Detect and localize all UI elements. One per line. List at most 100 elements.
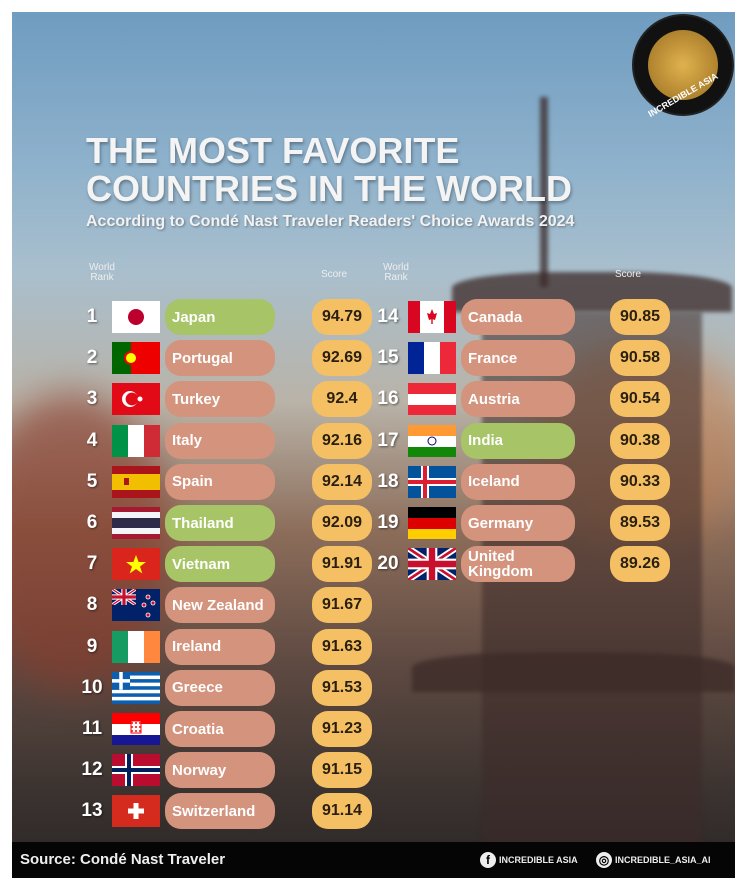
country-name: Japan	[165, 299, 275, 335]
flag-at-icon	[408, 383, 456, 416]
rank-number: 13	[81, 800, 103, 822]
rank-number: 20	[377, 553, 399, 575]
ranking-row: 2 Portugal 92.69	[72, 340, 382, 377]
country-name: Norway	[165, 752, 275, 789]
ranking-row: 9 Ireland 91.63	[72, 628, 382, 665]
source-text: Source: Condé Nast Traveler	[20, 851, 226, 868]
score-badge: 92.09	[312, 505, 372, 541]
flag-gr-icon	[112, 671, 160, 704]
country-name: Italy	[165, 422, 275, 459]
flag-no-icon	[112, 754, 160, 787]
rank-number: 7	[86, 553, 98, 575]
country-name: Iceland	[461, 463, 575, 500]
flag-vn-icon	[112, 548, 160, 581]
country-name: Canada	[461, 299, 575, 335]
score-badge: 91.23	[312, 711, 372, 747]
ranking-row: 5 Spain 92.14	[72, 463, 382, 500]
score-badge: 91.53	[312, 669, 372, 706]
rank-number: 9	[86, 635, 98, 657]
country-name: India	[461, 422, 575, 459]
page-title: THE MOST FAVORITE COUNTRIES IN THE WORLD	[86, 130, 572, 209]
flag-in-icon	[408, 424, 456, 457]
score-badge: 91.67	[312, 587, 372, 624]
flag-ie-icon	[112, 630, 160, 663]
score-badge: 90.58	[610, 340, 670, 377]
score-badge: 92.4	[312, 381, 372, 418]
ranking-row: 14 Canada 90.85	[368, 299, 678, 335]
country-name: Switzerland	[165, 793, 275, 830]
score-badge: 92.69	[312, 340, 372, 377]
rank-number: 8	[86, 594, 98, 616]
flag-ch-icon	[112, 795, 160, 828]
instagram-handle: ◎ INCREDIBLE_ASIA_AI	[596, 852, 711, 868]
ranking-row: 4 Italy 92.16	[72, 422, 382, 459]
rank-number: 2	[86, 347, 98, 369]
ranking-row: 18 Iceland 90.33	[368, 463, 678, 500]
country-name: United Kingdom	[461, 546, 575, 583]
flag-gb-icon	[408, 548, 456, 581]
flag-hr-icon	[112, 713, 160, 745]
rank-number: 17	[377, 429, 399, 451]
rank-number: 3	[86, 388, 98, 410]
flag-tr-icon	[112, 383, 160, 416]
ranking-row: 16 Austria 90.54	[368, 381, 678, 418]
score-badge: 94.79	[312, 299, 372, 335]
ranking-row: 20 United Kingdom 89.26	[368, 546, 678, 583]
facebook-handle: f INCREDIBLE ASIA	[480, 852, 578, 868]
score-badge: 89.26	[610, 546, 670, 583]
ranking-row: 3 Turkey 92.4	[72, 381, 382, 418]
rank-number: 4	[86, 429, 98, 451]
rank-number: 1	[86, 306, 98, 327]
flag-it-icon	[112, 424, 160, 457]
score-badge: 90.85	[610, 299, 670, 335]
ranking-row: 11 Croatia 91.23	[72, 711, 382, 747]
score-badge: 90.33	[610, 463, 670, 500]
rank-number: 10	[81, 676, 103, 698]
incredible-asia-logo: INCREDIBLE ASIA	[632, 14, 734, 119]
ranking-row: 6 Thailand 92.09	[72, 505, 382, 541]
country-name: Croatia	[165, 711, 275, 747]
rank-number: 12	[81, 759, 103, 781]
score-badge: 91.63	[312, 628, 372, 665]
rank-header: World Rank	[383, 262, 409, 283]
country-name: Portugal	[165, 340, 275, 377]
flag-pt-icon	[112, 342, 160, 375]
rank-number: 14	[377, 306, 399, 327]
score-badge: 91.15	[312, 752, 372, 789]
score-badge: 91.91	[312, 546, 372, 583]
subtitle: According to Condé Nast Traveler Readers…	[86, 213, 575, 230]
pagoda-spire	[540, 97, 548, 287]
ranking-row: 17 India 90.38	[368, 422, 678, 459]
rank-number: 16	[377, 388, 399, 410]
country-name: France	[461, 340, 575, 377]
score-badge: 92.14	[312, 463, 372, 500]
country-name: Vietnam	[165, 546, 275, 583]
rank-number: 6	[86, 512, 98, 533]
flag-is-icon	[408, 465, 456, 498]
instagram-label: INCREDIBLE_ASIA_AI	[615, 855, 711, 865]
flag-de-icon	[408, 507, 456, 539]
country-name: Turkey	[165, 381, 275, 418]
country-name: Austria	[461, 381, 575, 418]
score-badge: 92.16	[312, 422, 372, 459]
pagoda-roof	[412, 652, 735, 692]
facebook-icon: f	[480, 852, 496, 868]
rank-number: 5	[86, 470, 98, 492]
score-header: Score	[614, 269, 642, 280]
flag-fr-icon	[408, 342, 456, 375]
ranking-row: 10 Greece 91.53	[72, 669, 382, 706]
ranking-row: 7 Vietnam 91.91	[72, 546, 382, 583]
instagram-icon: ◎	[596, 852, 612, 868]
ranking-row: 1 Japan 94.79	[72, 299, 382, 335]
flag-nz-icon	[112, 589, 160, 622]
infographic: INCREDIBLE ASIA THE MOST FAVORITE COUNTR…	[12, 12, 735, 878]
facebook-label: INCREDIBLE ASIA	[499, 855, 578, 865]
country-name: Ireland	[165, 628, 275, 665]
rank-number: 19	[377, 512, 399, 533]
country-name: Thailand	[165, 505, 275, 541]
rank-number: 15	[377, 347, 399, 369]
ranking-row: 12 Norway 91.15	[72, 752, 382, 789]
flag-th-icon	[112, 507, 160, 539]
flag-es-icon	[112, 465, 160, 498]
score-header: Score	[320, 269, 348, 280]
